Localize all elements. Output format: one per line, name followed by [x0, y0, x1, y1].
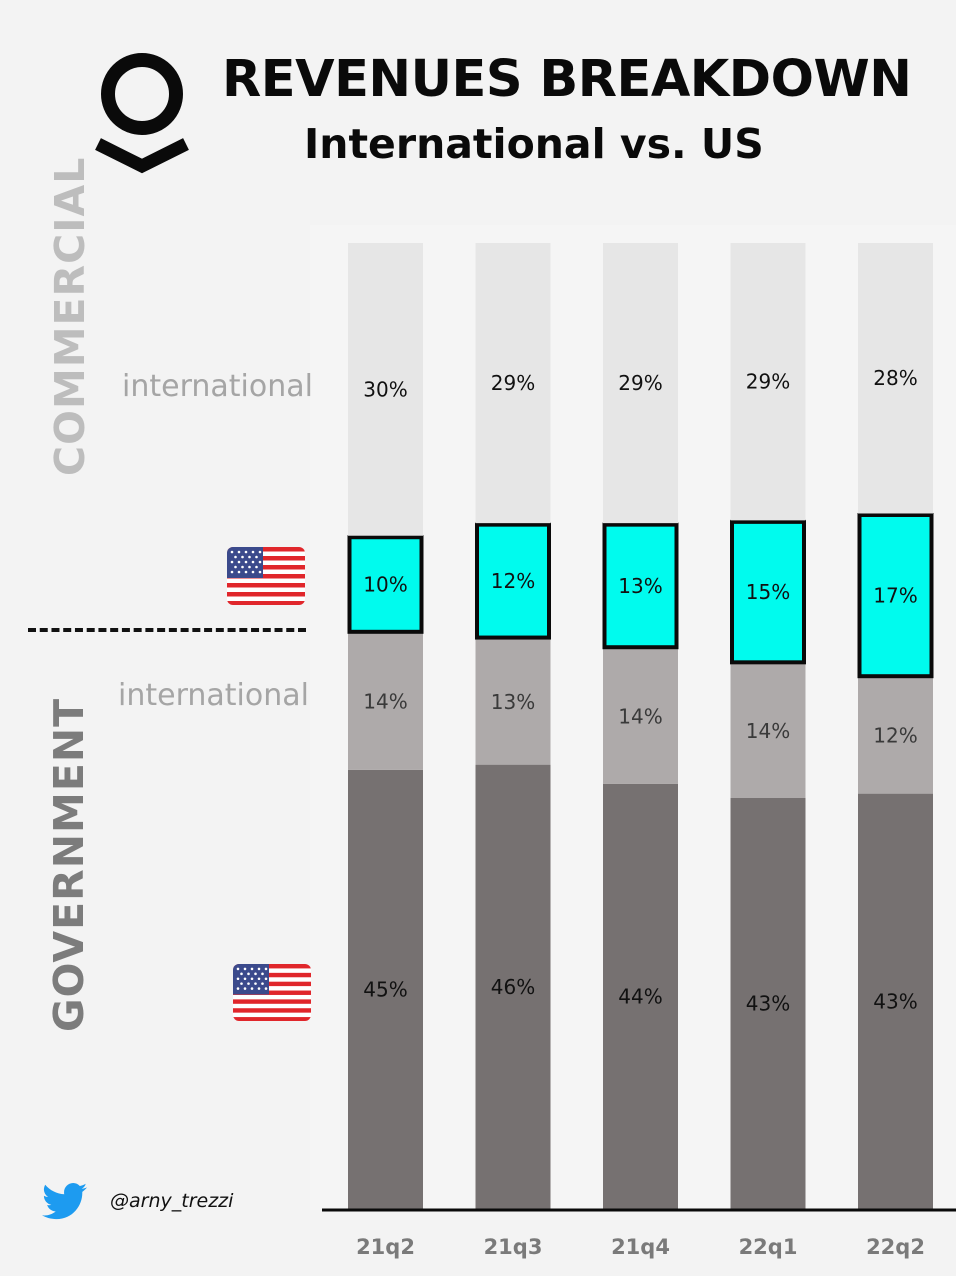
data-label: 30% [363, 377, 407, 401]
chart-subtitle: International vs. US [304, 120, 764, 168]
data-label: 17% [873, 584, 917, 608]
commercial-us-bar [858, 513, 933, 678]
data-label: 12% [873, 724, 917, 748]
commercial-us-bar [348, 535, 423, 634]
data-label: 13% [491, 690, 535, 714]
government-us-bar [603, 783, 678, 1209]
government-international-bar [603, 648, 678, 784]
commercial-us-bar [603, 523, 678, 649]
commercial-international-bar [858, 243, 933, 514]
government-us-bar [475, 764, 551, 1209]
commercial-international-label: international [122, 369, 313, 404]
data-label: 15% [746, 580, 790, 604]
twitter-bird-icon[interactable] [42, 1183, 88, 1221]
government-us-bar [348, 769, 423, 1209]
x-tick-label: 21q4 [611, 1235, 670, 1259]
x-tick-label: 22q2 [866, 1235, 925, 1259]
commercial-us-bar [475, 523, 551, 640]
commercial-us-highlight-border [602, 522, 679, 650]
commercial-international-bar [603, 243, 678, 524]
data-label: 14% [618, 704, 662, 728]
data-label: 12% [491, 569, 535, 593]
x-tick-label: 22q1 [739, 1235, 798, 1259]
data-label: 14% [746, 719, 790, 743]
government-international-label: international [118, 678, 309, 713]
chart-title: REVENUES BREAKDOWN [222, 50, 912, 109]
commercial-us-bar [730, 520, 806, 664]
commercial-international-bar [475, 243, 551, 524]
data-label: 43% [873, 989, 917, 1013]
data-label: 13% [618, 574, 662, 598]
data-label: 10% [363, 573, 407, 597]
commercial-international-bar [348, 243, 423, 536]
data-label: 29% [491, 371, 535, 395]
twitter-handle[interactable]: @arny_trezzi [110, 1190, 234, 1212]
data-label: 44% [618, 984, 662, 1008]
commercial-international-bar [730, 243, 806, 521]
us-flag-icon [233, 964, 311, 1021]
government-international-bar [475, 639, 551, 765]
data-label: 29% [618, 371, 662, 395]
data-label: 14% [363, 690, 407, 714]
data-label: 46% [491, 975, 535, 999]
government-international-bar [858, 677, 933, 794]
us-flag-icon [227, 547, 305, 605]
data-label: 29% [746, 370, 790, 394]
commercial-us-highlight-border [730, 519, 806, 665]
government-us-bar [730, 797, 806, 1209]
government-international-bar [730, 663, 806, 798]
segment-divider-line [28, 628, 306, 632]
government-us-bar [858, 793, 933, 1209]
commercial-us-highlight-border [475, 522, 551, 640]
government-international-bar [348, 633, 423, 770]
commercial-us-highlight-border [857, 512, 934, 679]
x-tick-label: 21q3 [484, 1235, 543, 1259]
palantir-logo-icon [95, 53, 189, 174]
commercial-us-highlight-border [347, 535, 424, 634]
x-tick-label: 21q2 [356, 1235, 415, 1259]
data-label: 43% [746, 991, 790, 1015]
data-label: 28% [873, 366, 917, 390]
data-label: 45% [363, 977, 407, 1001]
